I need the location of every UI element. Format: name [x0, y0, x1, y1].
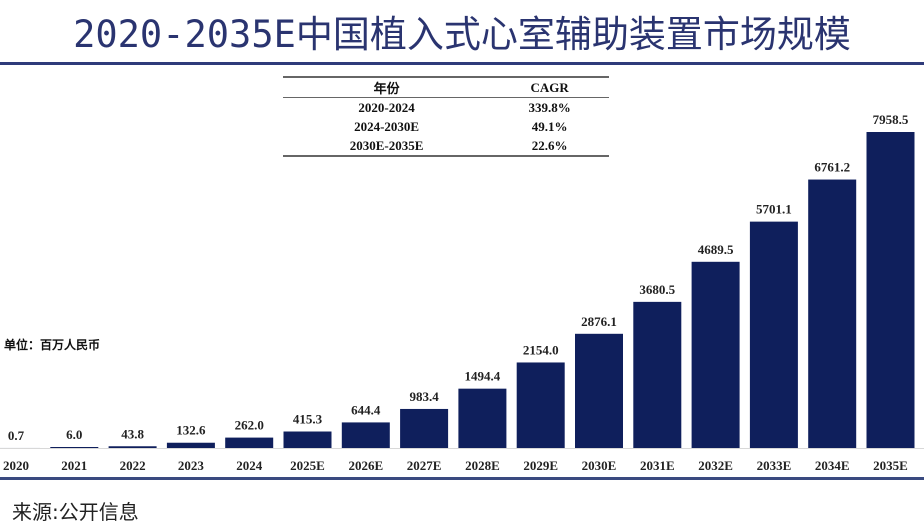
data-label: 1494.4 [465, 369, 501, 384]
data-label: 4689.5 [698, 242, 734, 257]
data-label: 43.8 [121, 426, 144, 441]
data-label: 0.7 [8, 428, 25, 443]
x-tick-label: 2030E [582, 458, 617, 473]
bar [633, 301, 682, 448]
table-header-row: 年份 CAGR [283, 77, 609, 98]
x-tick-label: 2023 [178, 458, 205, 473]
data-label: 262.0 [235, 418, 264, 433]
data-label: 983.4 [409, 389, 439, 404]
bar [691, 261, 740, 448]
table-cell: 49.1% [531, 118, 568, 134]
unit-label: 单位：百万人民币 [4, 338, 101, 352]
data-label: 6761.2 [814, 160, 850, 175]
x-tick-label: 2025E [290, 458, 325, 473]
bar [400, 408, 449, 448]
table-cell: 2030E-2035E [349, 137, 424, 153]
x-tick-label: 2026E [348, 458, 383, 473]
source-note: 来源:公开信息 [12, 500, 139, 524]
data-label: 415.3 [293, 412, 323, 427]
bar [108, 446, 157, 448]
cagr-table: 年份 CAGR 2020-2024 339.8% 2024-2030E 49.1% … [283, 76, 609, 157]
bar [808, 179, 857, 448]
x-tick-label: 2024 [236, 458, 263, 473]
table-cell: 339.8% [528, 99, 571, 115]
data-label: 3680.5 [639, 282, 675, 297]
table-cell: 2024-2030E [354, 118, 420, 134]
table-row: 2024-2030E 49.1% [283, 117, 609, 136]
data-label: 7958.5 [873, 112, 909, 127]
bar [866, 132, 915, 448]
table-header: CAGR [490, 77, 609, 98]
x-tick-label: 2031E [640, 458, 675, 473]
bar [516, 362, 565, 448]
x-tick-label: 2029E [523, 458, 558, 473]
bar [749, 221, 798, 448]
data-label: 2154.0 [523, 342, 559, 357]
x-tick-label: 2027E [407, 458, 442, 473]
x-tick-label: 2020 [3, 458, 29, 473]
data-label: 132.6 [176, 423, 206, 438]
x-tick-label: 2034E [815, 458, 850, 473]
bottom-divider [0, 477, 924, 480]
table-header: 年份 [283, 77, 491, 98]
bar [283, 431, 332, 448]
data-label: 644.4 [351, 402, 381, 417]
x-tick-label: 2032E [698, 458, 733, 473]
x-tick-label: 2028E [465, 458, 500, 473]
x-tick-label: 2022 [120, 458, 146, 473]
x-tick-label: 2033E [757, 458, 792, 473]
bar [458, 388, 507, 448]
data-label: 2876.1 [581, 314, 617, 329]
title-divider [0, 62, 924, 65]
page-title: 2020-2035E中国植入式心室辅助装置市场规模 [73, 13, 851, 56]
table-row: 2020-2024 339.8% [283, 98, 609, 118]
data-label: 5701.1 [756, 202, 792, 217]
x-tick-label: 2035E [873, 458, 908, 473]
bar [50, 447, 99, 448]
table-cell: 22.6% [531, 137, 568, 153]
x-tick-label: 2021 [61, 458, 87, 473]
data-label: 6.0 [66, 427, 82, 442]
bar [575, 333, 623, 448]
table-row: 2030E-2035E 22.6% [283, 136, 609, 156]
bar [166, 442, 215, 448]
table-cell: 2020-2024 [358, 99, 415, 115]
bar [341, 422, 390, 448]
bar [225, 437, 274, 448]
